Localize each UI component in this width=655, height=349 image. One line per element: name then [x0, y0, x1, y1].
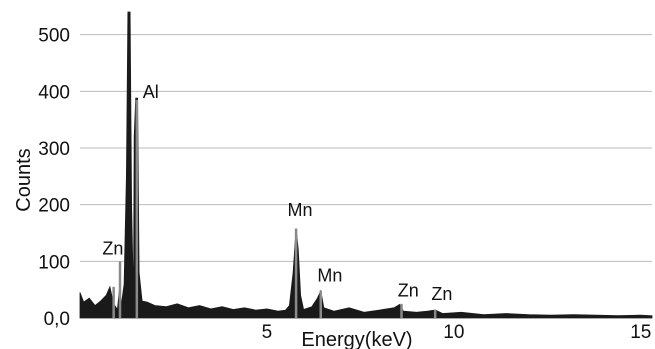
peak-label-al: Al [143, 82, 159, 102]
y-axis-label: Counts [13, 148, 35, 211]
peak-labels: Zn Al Mn Mn Zn Zn [102, 82, 452, 304]
spectrum-area [79, 11, 653, 319]
y-tick-label: 300 [38, 139, 70, 160]
peak-label-mn: Mn [317, 266, 342, 286]
x-tick-label: 10 [443, 322, 464, 343]
x-axis-label: Energy(keV) [301, 329, 412, 349]
x-axis-ticks: 5 10 15 [262, 322, 652, 343]
y-tick-label: 200 [38, 196, 70, 217]
y-tick-label: 0,0 [44, 309, 70, 330]
x-tick-label: 15 [630, 322, 651, 343]
y-axis-ticks: 0,0 100 200 300 400 500 [38, 26, 70, 330]
peak-label-zn: Zn [102, 239, 123, 259]
peak-label-zn: Zn [398, 280, 419, 300]
x-tick-label: 5 [262, 322, 273, 343]
y-tick-label: 400 [38, 82, 70, 103]
peak-label-zn: Zn [431, 284, 452, 304]
peak-label-mn: Mn [287, 200, 312, 220]
peak-markers [112, 99, 437, 318]
y-tick-label: 500 [38, 26, 70, 47]
y-tick-label: 100 [38, 252, 70, 273]
gridlines [80, 34, 652, 262]
